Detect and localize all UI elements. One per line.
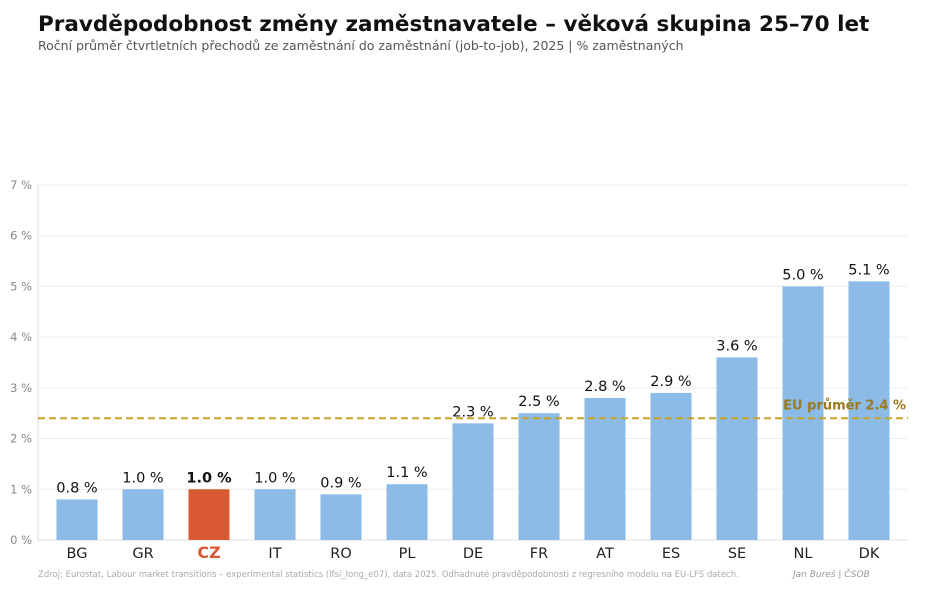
category-label-es: ES [662, 546, 680, 562]
value-label-fr: 2.5 % [518, 394, 559, 410]
bar-de [452, 423, 494, 540]
y-tick-label: 1 % [10, 482, 32, 496]
value-label-pl: 1.1 % [386, 465, 427, 481]
bar-it [254, 489, 296, 540]
category-label-ro: RO [330, 546, 352, 562]
category-label-pl: PL [399, 546, 416, 562]
bar-at [584, 398, 626, 540]
value-label-cz: 1.0 % [186, 470, 232, 486]
bar-se [716, 357, 758, 540]
category-label-dk: DK [859, 546, 880, 562]
y-tick-label: 7 % [10, 178, 32, 192]
category-label-bg: BG [67, 546, 88, 562]
value-label-at: 2.8 % [584, 379, 625, 395]
bar-fr [518, 413, 560, 540]
value-label-se: 3.6 % [716, 338, 757, 354]
bar-ro [320, 494, 362, 540]
value-label-de: 2.3 % [452, 404, 493, 420]
y-tick-label: 3 % [10, 381, 32, 395]
value-label-bg: 0.8 % [56, 480, 97, 496]
source-note: Zdroj: Eurostat, Labour market transitio… [38, 570, 739, 580]
bar-pl [386, 484, 428, 540]
category-label-se: SE [728, 546, 746, 562]
bar-dk [848, 281, 890, 540]
value-label-es: 2.9 % [650, 374, 691, 390]
value-label-nl: 5.0 % [782, 267, 823, 283]
y-tick-label: 6 % [10, 229, 32, 243]
category-label-cz: CZ [197, 543, 220, 562]
category-label-nl: NL [794, 546, 813, 562]
y-tick-label: 0 % [10, 533, 32, 547]
value-label-dk: 5.1 % [848, 262, 889, 278]
eu-average-label: EU průměr 2.4 % [783, 398, 906, 413]
category-label-gr: GR [132, 546, 153, 562]
chart-title: Pravděpodobnost změny zaměstnavatele – v… [38, 12, 870, 37]
category-label-fr: FR [530, 546, 548, 562]
bar-nl [782, 286, 824, 540]
value-label-gr: 1.0 % [122, 470, 163, 486]
y-tick-label: 2 % [10, 432, 32, 446]
y-tick-label: 4 % [10, 330, 32, 344]
author-credit: Jan Bureš | ČSOB [793, 570, 870, 580]
category-label-it: IT [268, 546, 281, 562]
value-label-it: 1.0 % [254, 470, 295, 486]
bar-cz [188, 489, 230, 540]
category-label-at: AT [596, 546, 614, 562]
category-label-de: DE [463, 546, 483, 562]
bar-gr [122, 489, 164, 540]
chart-subtitle: Roční průměr čtvrtletních přechodů ze za… [38, 38, 684, 53]
y-tick-label: 5 % [10, 279, 32, 293]
value-label-ro: 0.9 % [320, 475, 361, 491]
bar-es [650, 392, 692, 540]
bar-bg [56, 499, 98, 540]
